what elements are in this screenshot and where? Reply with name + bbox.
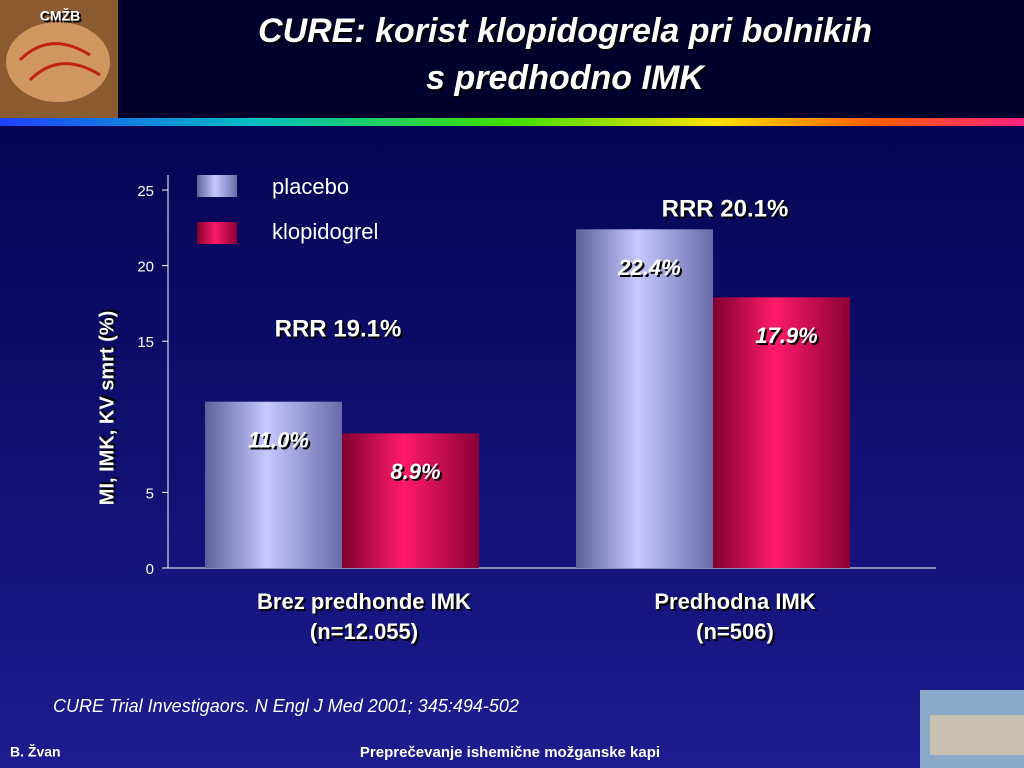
y-tick-label: 0 — [146, 561, 154, 578]
legend-label: klopidogrel — [272, 219, 378, 244]
x-tick-label: Brez predhonde IMK — [257, 589, 471, 614]
author: B. Žvan — [10, 743, 61, 760]
bar — [713, 297, 850, 568]
building — [930, 715, 1024, 755]
legend-swatch — [197, 222, 237, 244]
value-label: 17.9% — [755, 323, 817, 348]
annotation: RRR 20.1% — [662, 195, 789, 222]
vessels — [18, 42, 101, 82]
bar — [342, 433, 479, 568]
header-bar — [0, 0, 1024, 118]
brain-shape — [6, 22, 110, 102]
y-axis-label: MI, IMK, KV smrt (%) — [96, 311, 118, 505]
citation: CURE Trial Investigaors. N Engl J Med 20… — [53, 696, 519, 716]
y-tick-label: 15 — [137, 334, 154, 351]
title: s predhodno IMK — [426, 59, 706, 97]
y-tick-label: 5 — [146, 485, 154, 502]
annotation: RRR 19.1% — [275, 315, 402, 342]
x-tick-note: (n=12.055) — [310, 619, 418, 644]
x-tick-note: (n=506) — [696, 619, 774, 644]
value-label: 11.0% — [248, 427, 309, 452]
value-label: 22.4% — [617, 255, 680, 280]
title: CURE: korist klopidogrela pri bolnikih — [258, 12, 872, 50]
bar — [205, 401, 342, 568]
footer-subject: Preprečevanje ishemične možganske kapi — [360, 744, 660, 761]
logo-text: CMŽB — [40, 7, 80, 24]
legend-label: placebo — [272, 174, 349, 199]
rainbow-strip — [0, 118, 1024, 126]
y-tick-label: 20 — [137, 259, 154, 276]
x-tick-label: Predhodna IMK — [654, 589, 815, 614]
y-tick-label: 25 — [137, 183, 154, 200]
bar — [576, 229, 713, 568]
value-label: 8.9% — [390, 459, 440, 484]
legend-swatch — [197, 175, 237, 197]
